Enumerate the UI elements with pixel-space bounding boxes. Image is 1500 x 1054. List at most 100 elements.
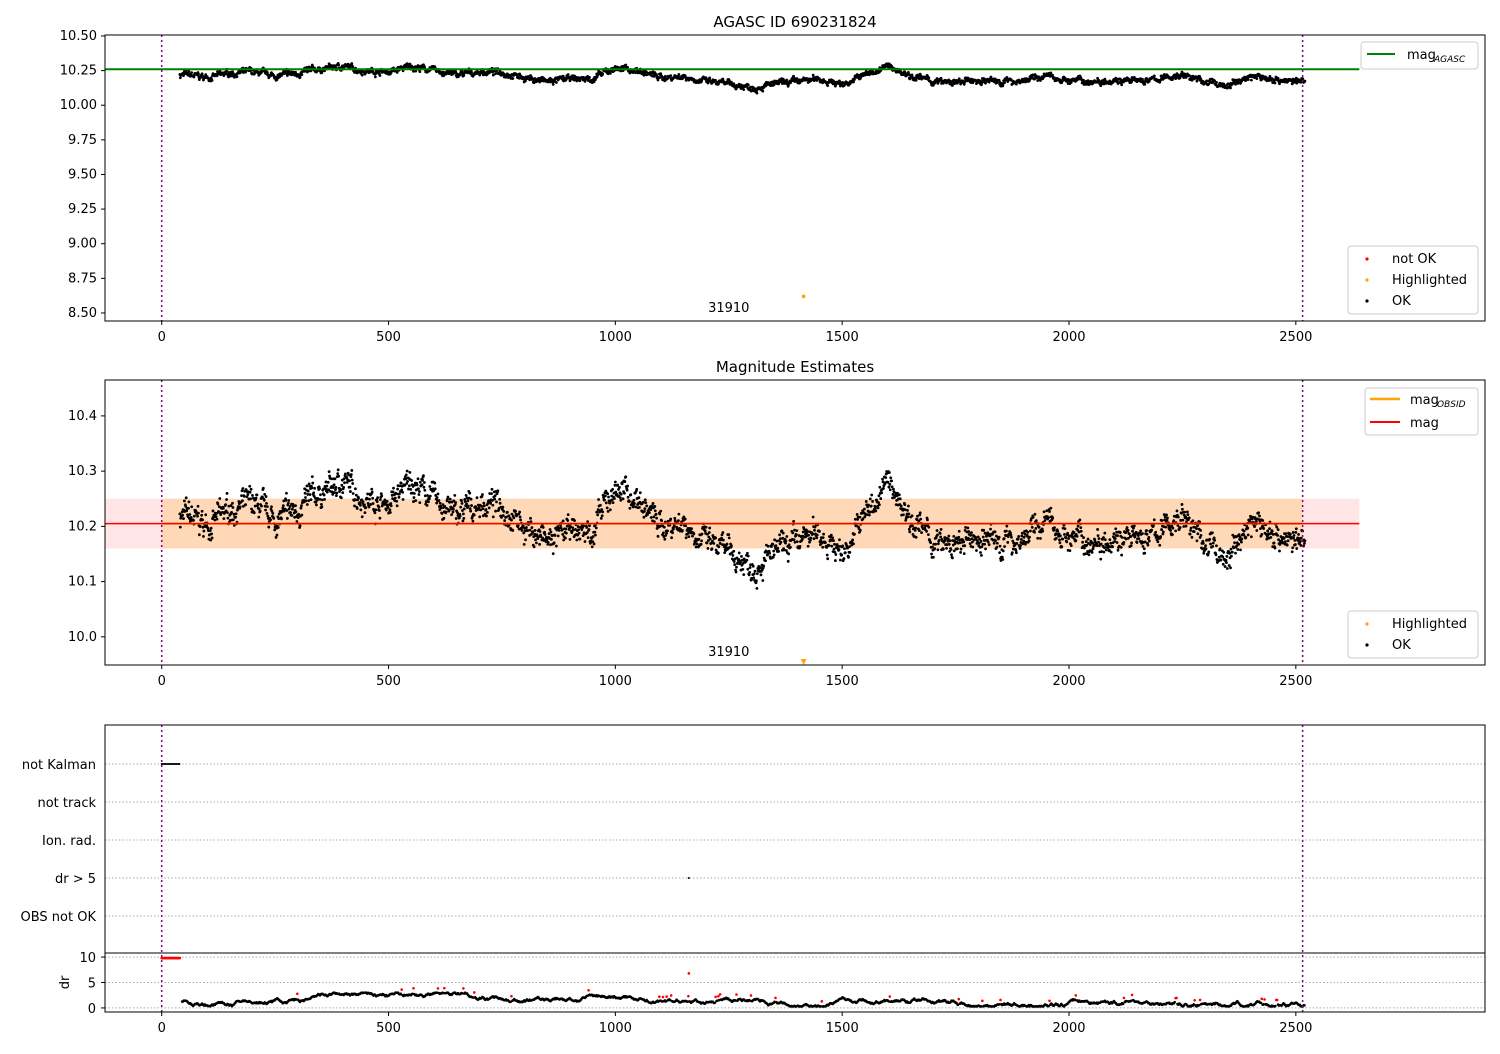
data-point-ok <box>879 497 882 500</box>
data-point-ok <box>1226 567 1229 570</box>
data-point-ok <box>489 502 492 505</box>
data-point-ok <box>613 497 616 500</box>
data-point-ok <box>259 510 262 513</box>
data-point-ok <box>1117 549 1120 552</box>
data-point-ok <box>772 550 775 553</box>
data-point-ok <box>762 565 765 568</box>
data-point-ok <box>1026 531 1029 534</box>
data-point-ok <box>386 500 389 503</box>
data-point-ok <box>982 529 985 532</box>
data-point-ok <box>1099 558 1102 561</box>
data-point-ok <box>731 554 734 557</box>
data-point-ok <box>1231 551 1234 554</box>
data-point-ok <box>869 498 872 501</box>
data-point-ok <box>554 534 557 537</box>
data-point-ok <box>1269 536 1272 539</box>
data-point-ok <box>996 542 999 545</box>
data-point-ok <box>1122 541 1125 544</box>
data-point-ok <box>552 83 555 86</box>
data-point-ok <box>313 487 316 490</box>
data-point-ok <box>1202 542 1205 545</box>
data-point-ok <box>318 487 321 490</box>
data-point-ok <box>371 497 374 500</box>
data-point-ok <box>1186 513 1189 516</box>
data-point-ok <box>1010 536 1013 539</box>
data-point-ok <box>1035 519 1038 522</box>
data-point-ok <box>773 553 776 556</box>
data-point-ok <box>421 483 424 486</box>
data-point-ok <box>437 499 440 502</box>
data-point-ok <box>1181 503 1184 506</box>
data-point-ok <box>467 505 470 508</box>
data-point-ok <box>609 502 612 505</box>
x-tick-label: 1000 <box>599 330 632 345</box>
data-point-ok <box>822 536 825 539</box>
data-point-ok <box>544 533 547 536</box>
data-point-ok <box>834 553 837 556</box>
data-point-ok <box>503 519 506 522</box>
data-point-ok <box>931 546 934 549</box>
data-point-ok <box>1259 527 1262 530</box>
data-point-ok <box>1233 541 1236 544</box>
data-point-ok <box>311 482 314 485</box>
data-point-ok <box>811 532 814 535</box>
data-point-ok <box>1100 543 1103 546</box>
data-point-ok <box>246 493 249 496</box>
data-point-ok <box>390 504 393 507</box>
data-point-ok <box>957 536 960 539</box>
data-point-ok <box>844 551 847 554</box>
data-point-ok <box>361 74 364 77</box>
data-point-ok <box>700 543 703 546</box>
data-point-ok <box>304 492 307 495</box>
data-point-ok <box>295 520 298 523</box>
data-point-ok <box>1230 555 1233 558</box>
data-point-ok <box>700 539 703 542</box>
data-point-ok <box>1001 556 1004 559</box>
data-point-ok <box>269 518 272 521</box>
data-point-ok <box>1076 535 1079 538</box>
data-point-ok <box>294 504 297 507</box>
data-point-ok <box>735 566 738 569</box>
data-point-ok <box>1169 529 1172 532</box>
data-point-ok <box>898 493 901 496</box>
data-point-ok <box>787 560 790 563</box>
data-point-ok <box>584 540 587 543</box>
data-point-ok <box>529 517 532 520</box>
data-point-ok <box>405 474 408 477</box>
data-point-ok <box>870 494 873 497</box>
data-point-ok <box>979 551 982 554</box>
data-point-ok <box>1261 519 1264 522</box>
data-point-ok <box>1277 77 1280 80</box>
data-point-ok <box>795 529 798 532</box>
data-point-ok <box>363 503 366 506</box>
data-point-ok <box>927 76 930 79</box>
data-point-ok <box>1147 544 1150 547</box>
data-point-ok <box>1153 518 1156 521</box>
data-point-ok <box>470 504 473 507</box>
data-point-ok <box>557 534 560 537</box>
data-point-ok <box>785 540 788 543</box>
data-point-ok <box>950 548 953 551</box>
data-point-ok <box>256 493 259 496</box>
data-point-ok <box>312 491 315 494</box>
data-point-ok <box>1041 530 1044 533</box>
data-point-ok <box>1292 531 1295 534</box>
data-point-ok <box>201 510 204 513</box>
data-point-ok <box>265 495 268 498</box>
data-point-ok <box>792 520 795 523</box>
data-point-ok <box>1039 537 1042 540</box>
data-point-ok <box>1089 543 1092 546</box>
data-point-ok <box>349 490 352 493</box>
data-point-ok <box>1271 530 1274 533</box>
data-point-ok <box>595 526 598 529</box>
data-point-ok <box>359 504 362 507</box>
data-point-ok <box>376 500 379 503</box>
data-point-ok <box>733 563 736 566</box>
data-point-ok <box>1021 532 1024 535</box>
data-point-ok <box>701 533 704 536</box>
data-point-ok <box>426 504 429 507</box>
data-point-ok <box>1225 559 1228 562</box>
data-point-ok <box>235 512 238 515</box>
data-point-ok <box>956 547 959 550</box>
data-point-ok <box>1234 552 1237 555</box>
